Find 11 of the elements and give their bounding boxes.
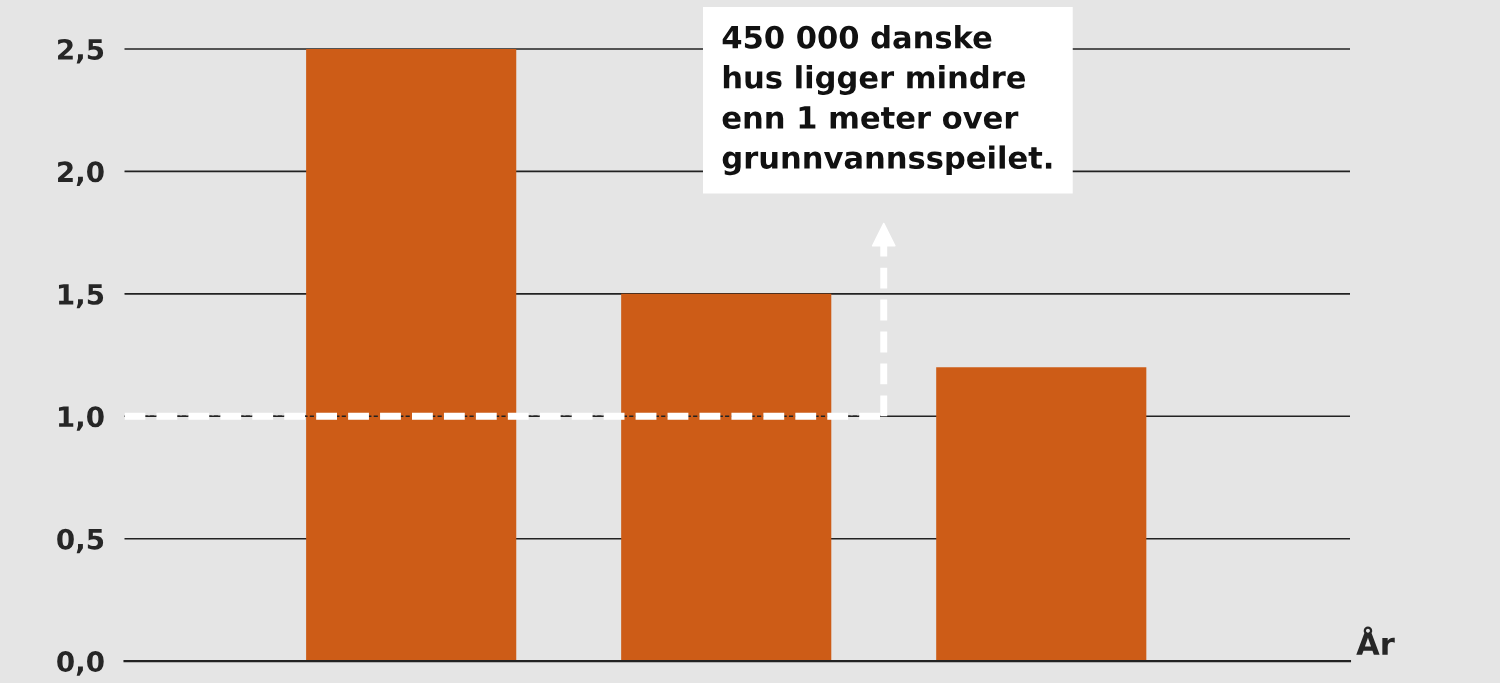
bar: [936, 367, 1147, 662]
x-axis-title: År: [1356, 626, 1395, 655]
bar: [621, 293, 832, 662]
bar: [306, 48, 517, 662]
y-tick-label: 1,0: [58, 406, 104, 431]
y-tick-label: 2,0: [58, 161, 104, 186]
y-tick-label: 1,5: [58, 284, 104, 309]
annotation: 450 000 danske hus ligger mindre enn 1 meter over grunnvannsspeilet.: [722, 25, 1052, 176]
y-tick-label: 0,5: [57, 528, 104, 554]
y-tick-label: 2,5: [58, 38, 104, 64]
y-tick-label: 0,0: [57, 651, 104, 676]
